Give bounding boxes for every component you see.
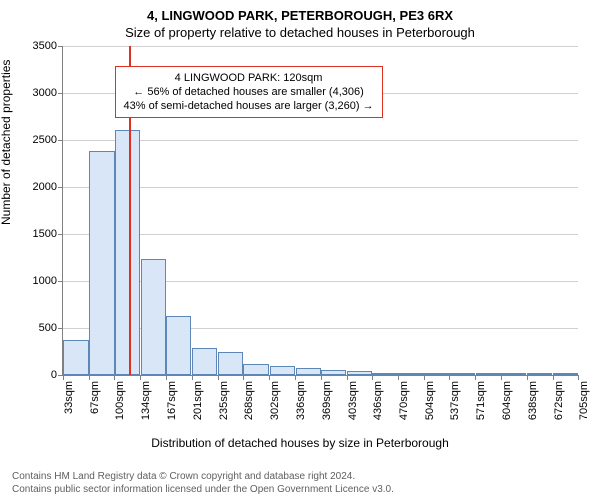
x-tick-mark — [449, 375, 450, 380]
histogram-bar — [192, 348, 217, 375]
x-tick-label: 33sqm — [63, 381, 75, 414]
grid-line — [63, 234, 578, 235]
histogram-bar — [424, 373, 449, 375]
histogram-bar — [63, 340, 88, 375]
y-tick-label: 500 — [39, 322, 57, 334]
y-tick-mark — [58, 328, 63, 329]
chart-area: 050010001500200025003000350033sqm67sqm10… — [62, 46, 578, 376]
y-tick-label: 3000 — [33, 87, 57, 99]
histogram-bar — [89, 151, 114, 375]
x-tick-mark — [140, 375, 141, 380]
annotation-line: 4 LINGWOOD PARK: 120sqm — [124, 71, 374, 85]
x-tick-label: 67sqm — [89, 381, 101, 414]
x-tick-mark — [321, 375, 322, 380]
x-tick-mark — [114, 375, 115, 380]
chart-title: 4, LINGWOOD PARK, PETERBOROUGH, PE3 6RX — [12, 8, 588, 25]
histogram-bar — [527, 373, 552, 375]
histogram-bar — [347, 371, 372, 375]
histogram-bar — [270, 366, 295, 374]
footer-line-2: Contains public sector information licen… — [12, 484, 588, 497]
x-tick-mark — [372, 375, 373, 380]
footer-attribution: Contains HM Land Registry data © Crown c… — [12, 471, 588, 496]
x-tick-label: 369sqm — [321, 381, 333, 420]
x-tick-mark — [243, 375, 244, 380]
histogram-bar — [553, 373, 578, 375]
x-tick-mark — [269, 375, 270, 380]
histogram-bar — [398, 373, 423, 375]
histogram-bar — [476, 373, 501, 375]
y-tick-label: 1000 — [33, 275, 57, 287]
x-tick-mark — [398, 375, 399, 380]
x-tick-mark — [475, 375, 476, 380]
x-tick-mark — [501, 375, 502, 380]
y-tick-label: 2500 — [33, 134, 57, 146]
x-tick-mark — [578, 375, 579, 380]
x-tick-mark — [63, 375, 64, 380]
y-axis-label: Number of detached properties — [0, 60, 13, 225]
histogram-bar — [372, 373, 397, 375]
x-tick-mark — [192, 375, 193, 380]
x-tick-label: 167sqm — [166, 381, 178, 420]
y-tick-mark — [58, 93, 63, 94]
y-tick-mark — [58, 140, 63, 141]
chart-container: 4, LINGWOOD PARK, PETERBOROUGH, PE3 6RX … — [0, 0, 600, 500]
x-tick-mark — [424, 375, 425, 380]
histogram-bar — [321, 370, 346, 375]
x-tick-mark — [89, 375, 90, 380]
y-tick-mark — [58, 234, 63, 235]
x-tick-label: 604sqm — [501, 381, 513, 420]
grid-line — [63, 140, 578, 141]
histogram-bar — [166, 316, 191, 375]
x-tick-mark — [527, 375, 528, 380]
x-tick-label: 470sqm — [398, 381, 410, 420]
x-tick-label: 235sqm — [218, 381, 230, 420]
x-tick-label: 638sqm — [527, 381, 539, 420]
x-tick-mark — [166, 375, 167, 380]
x-tick-label: 302sqm — [269, 381, 281, 420]
x-tick-label: 100sqm — [114, 381, 126, 420]
x-tick-label: 672sqm — [553, 381, 565, 420]
x-tick-label: 537sqm — [449, 381, 461, 420]
histogram-bar — [141, 259, 166, 375]
x-tick-mark — [295, 375, 296, 380]
y-tick-label: 0 — [51, 369, 57, 381]
annotation-line: 43% of semi-detached houses are larger (… — [124, 99, 374, 113]
x-tick-label: 134sqm — [140, 381, 152, 420]
y-tick-mark — [58, 281, 63, 282]
x-tick-label: 571sqm — [475, 381, 487, 420]
x-tick-mark — [553, 375, 554, 380]
y-tick-label: 1500 — [33, 228, 57, 240]
histogram-bar — [115, 130, 140, 374]
x-tick-label: 201sqm — [192, 381, 204, 420]
annotation-line: ← 56% of detached houses are smaller (4,… — [124, 85, 374, 99]
histogram-bar — [450, 373, 475, 375]
chart-subtitle: Size of property relative to detached ho… — [12, 25, 588, 42]
x-tick-mark — [347, 375, 348, 380]
y-tick-label: 3500 — [33, 40, 57, 52]
plot-region: 050010001500200025003000350033sqm67sqm10… — [62, 46, 578, 376]
x-tick-label: 705sqm — [578, 381, 590, 420]
x-tick-label: 504sqm — [424, 381, 436, 420]
histogram-bar — [218, 352, 243, 375]
grid-line — [63, 46, 578, 47]
annotation-box: 4 LINGWOOD PARK: 120sqm← 56% of detached… — [115, 66, 383, 119]
x-tick-label: 403sqm — [347, 381, 359, 420]
histogram-bar — [243, 364, 268, 374]
histogram-bar — [296, 368, 321, 375]
x-tick-label: 336sqm — [295, 381, 307, 420]
histogram-bar — [501, 373, 526, 375]
y-tick-label: 2000 — [33, 181, 57, 193]
x-axis-label: Distribution of detached houses by size … — [0, 436, 600, 450]
y-tick-mark — [58, 46, 63, 47]
x-tick-label: 436sqm — [372, 381, 384, 420]
y-tick-mark — [58, 187, 63, 188]
x-tick-mark — [218, 375, 219, 380]
x-tick-label: 268sqm — [243, 381, 255, 420]
footer-line-1: Contains HM Land Registry data © Crown c… — [12, 471, 588, 484]
grid-line — [63, 187, 578, 188]
